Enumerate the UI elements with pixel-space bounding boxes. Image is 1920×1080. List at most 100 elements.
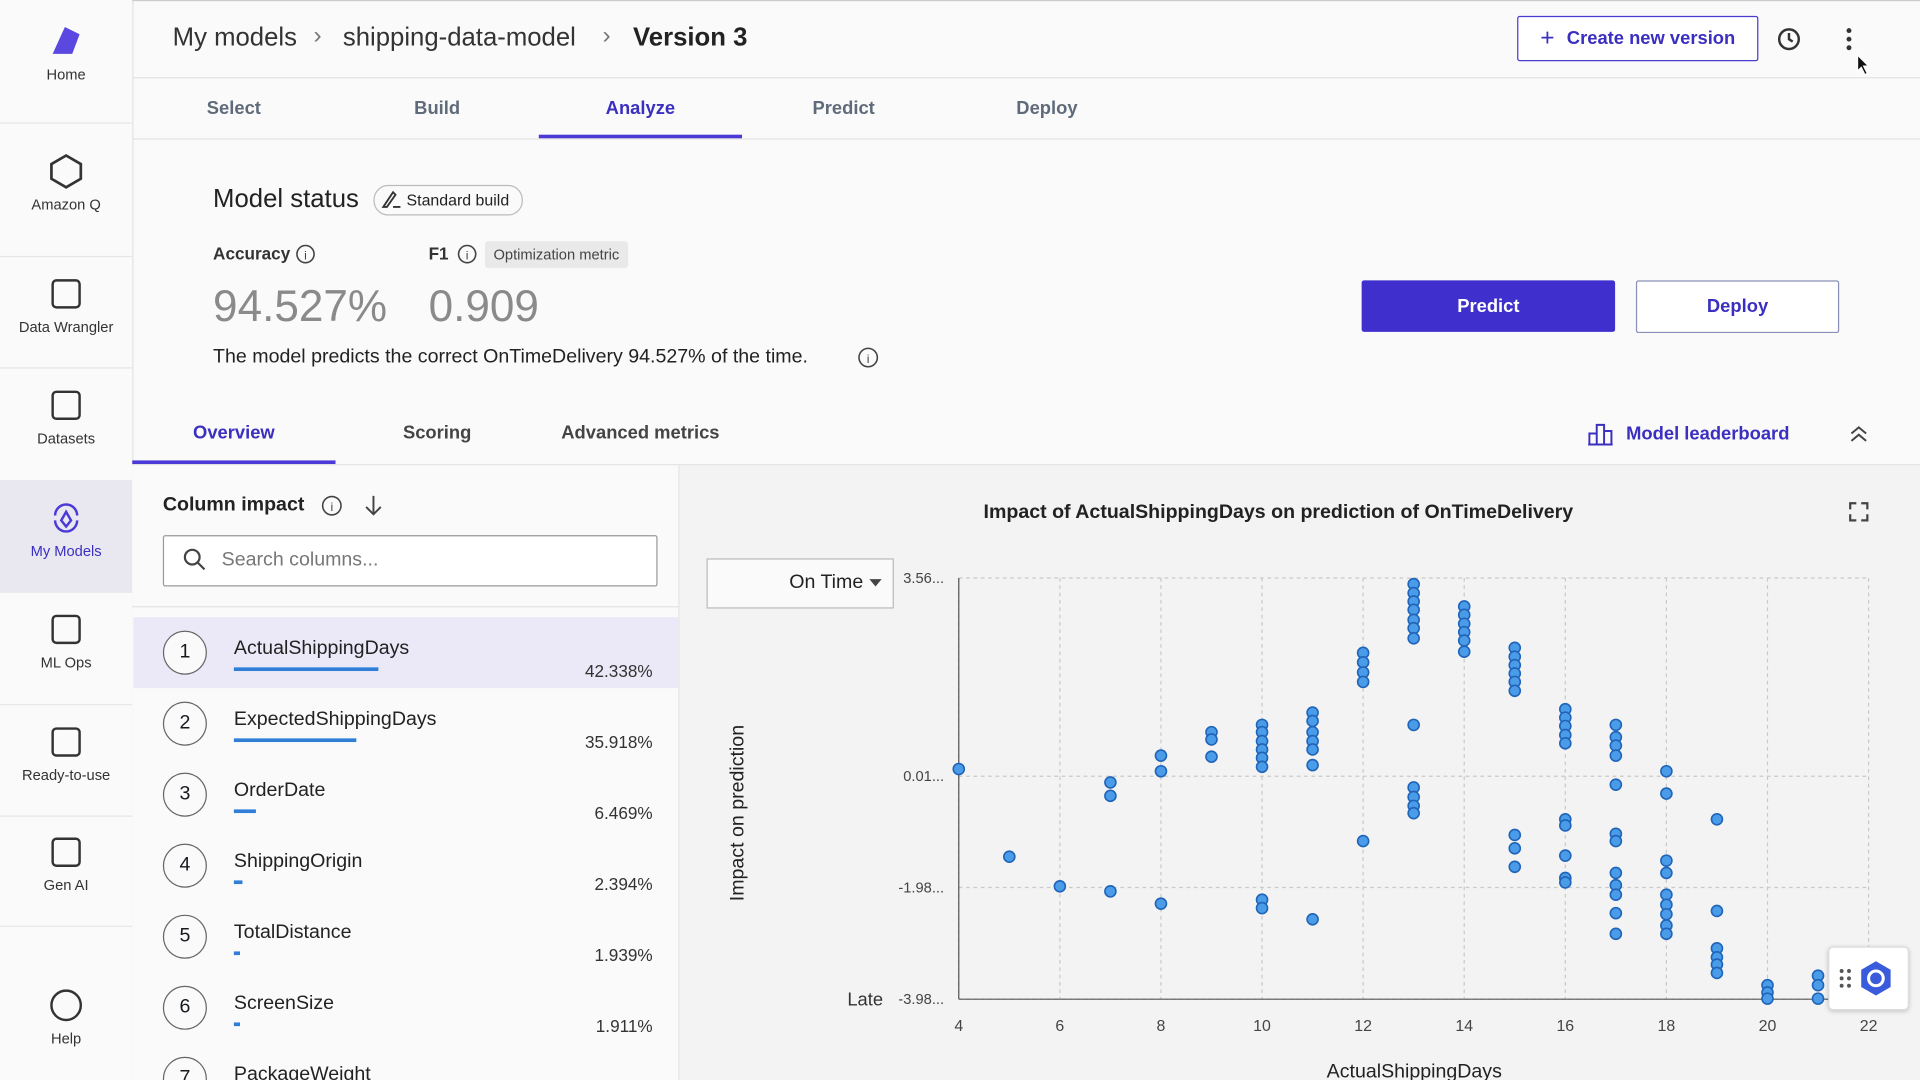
info-icon[interactable]: i	[321, 495, 343, 517]
scatter-chart: Impact of ActualShippingDays on predicti…	[726, 501, 1877, 1080]
point	[1306, 714, 1319, 728]
f1-value: 0.909	[428, 280, 539, 331]
subtab[interactable]: Overview	[193, 422, 275, 444]
tab[interactable]: Predict	[812, 97, 875, 119]
info-icon[interactable]: i	[457, 244, 478, 265]
chart-title: Impact of ActualShippingDays on predicti…	[984, 501, 1574, 523]
column-row[interactable]: 5 TotalDistance 1.939%	[133, 901, 678, 972]
nav-icon	[51, 614, 81, 645]
rank-badge: 5	[162, 914, 207, 959]
create-version-button[interactable]: + Create new version	[1517, 15, 1759, 62]
panel-title: Column impact	[162, 494, 305, 516]
point	[1660, 787, 1673, 800]
tab[interactable]: Select	[206, 97, 261, 119]
column-row[interactable]: 6 ScreenSize 1.911%	[133, 972, 678, 1043]
icon-shape	[51, 726, 81, 757]
column-row[interactable]: 2 ExpectedShippingDays 35.918%	[133, 688, 678, 759]
column-row[interactable]: 1 ActualShippingDays 42.338%	[133, 617, 679, 689]
point	[1457, 645, 1471, 659]
tab-underline	[132, 460, 336, 465]
sort-icon[interactable]	[362, 493, 384, 517]
nav-label: Data Wrangler	[18, 317, 114, 335]
nav-item[interactable]: Help	[0, 967, 132, 1080]
x-tick-label: 14	[1455, 1018, 1473, 1035]
search-icon	[183, 548, 206, 571]
y-tick-label: 0.01...	[903, 769, 944, 785]
collapse-icon[interactable]	[1848, 424, 1870, 444]
info-icon[interactable]: i	[295, 244, 316, 265]
breadcrumb-link[interactable]: My models	[172, 23, 297, 52]
search-input[interactable]	[162, 535, 658, 587]
nav-item[interactable]: ML Ops	[0, 591, 133, 706]
breadcrumb-link[interactable]: shipping-data-model	[342, 23, 576, 52]
assistant-icon	[1861, 961, 1891, 996]
nav-item[interactable]: Amazon Q	[0, 122, 133, 258]
nav-label: Help	[51, 1029, 82, 1047]
point	[1306, 758, 1319, 772]
tab[interactable]: Build	[414, 97, 461, 119]
separator: ›	[313, 22, 322, 49]
nav-label: Amazon Q	[31, 195, 101, 213]
nav-item[interactable]: Datasets	[0, 367, 133, 482]
nav-item[interactable]: Home	[0, 0, 133, 124]
y-tick-label: 3.56...	[903, 571, 944, 587]
rank-badge: 7	[162, 1056, 207, 1080]
tab[interactable]: Analyze	[605, 97, 676, 119]
deploy-button[interactable]: Deploy	[1635, 280, 1840, 334]
column-row[interactable]: 3 OrderDate 6.469%	[133, 759, 678, 830]
point	[1104, 776, 1117, 789]
impact-bar	[233, 809, 256, 814]
point	[1003, 850, 1016, 864]
nav-label: Gen AI	[43, 876, 89, 894]
nav-item[interactable]: My Models	[0, 480, 133, 593]
subtab[interactable]: Scoring	[402, 422, 472, 444]
point	[1053, 880, 1067, 893]
nav-item[interactable]: Ready-to-use	[0, 704, 133, 817]
y-tick-label: -1.98...	[898, 880, 944, 896]
column-row[interactable]: 4 ShippingOrigin 2.394%	[133, 830, 678, 901]
nav-icon	[51, 837, 81, 867]
logo	[52, 26, 80, 54]
metric-label: Accuracy	[213, 243, 291, 264]
rank-badge: 4	[162, 843, 207, 888]
history-icon[interactable]	[1774, 24, 1803, 53]
column-name: OrderDate	[233, 780, 326, 801]
tab[interactable]: Deploy	[1016, 97, 1078, 119]
nav-icon	[50, 153, 83, 189]
sidebar: Home Amazon Q Data Wrangler Datasets My Mode…	[0, 0, 134, 1080]
class-annotation: Late	[847, 988, 883, 1009]
x-tick-label: 16	[1556, 1018, 1574, 1035]
impact-bar	[233, 880, 243, 885]
predict-button[interactable]: Predict	[1361, 280, 1616, 332]
x-tick-label: 18	[1658, 1018, 1676, 1035]
point	[1559, 819, 1572, 832]
rank-badge: 2	[162, 701, 207, 746]
icon-shape	[50, 989, 83, 1022]
expand-icon[interactable]	[1848, 501, 1870, 523]
point	[952, 762, 966, 776]
column-name: PackageWeight	[233, 1064, 371, 1080]
info-icon[interactable]: i	[857, 347, 879, 369]
svg-text:i: i	[304, 249, 307, 263]
point	[1660, 927, 1673, 941]
point	[1609, 778, 1623, 791]
class-dropdown[interactable]	[706, 558, 894, 609]
impact-bar	[233, 1022, 241, 1027]
subtab[interactable]: Advanced metrics	[561, 422, 720, 444]
nav-item[interactable]: Data Wrangler	[0, 256, 133, 369]
metric-label: F1	[428, 243, 449, 264]
search-placeholder: Search columns...	[221, 549, 379, 571]
divider	[132, 138, 1920, 140]
nav-label: Home	[46, 66, 86, 84]
more-icon[interactable]	[1837, 24, 1861, 53]
point	[1255, 760, 1269, 774]
point	[1660, 866, 1673, 880]
x-tick-label: 20	[1759, 1018, 1777, 1035]
column-row[interactable]: 7 PackageWeight	[133, 1043, 678, 1080]
leaderboard-link[interactable]: Model leaderboard	[1626, 423, 1790, 445]
icon-shape	[51, 837, 81, 867]
point	[1559, 876, 1572, 889]
point	[1609, 718, 1623, 732]
nav-item[interactable]: Gen AI	[0, 816, 133, 927]
